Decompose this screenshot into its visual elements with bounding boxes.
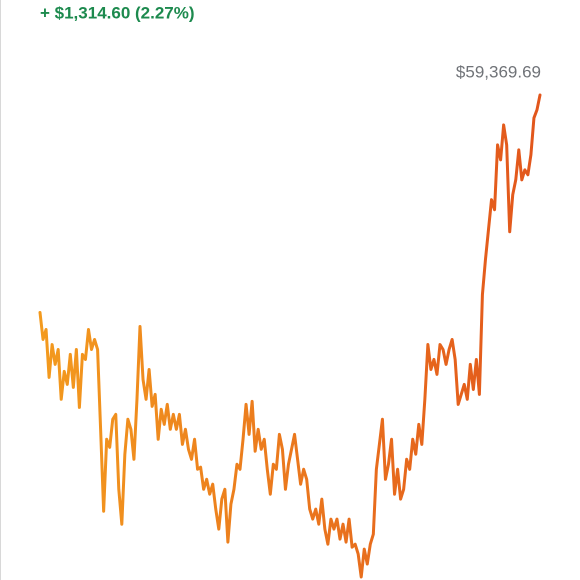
price-line bbox=[38, 93, 542, 579]
change-text: + $1,314.60 (2.27%) bbox=[40, 3, 195, 22]
price-label: $59,369.69 bbox=[456, 62, 541, 81]
